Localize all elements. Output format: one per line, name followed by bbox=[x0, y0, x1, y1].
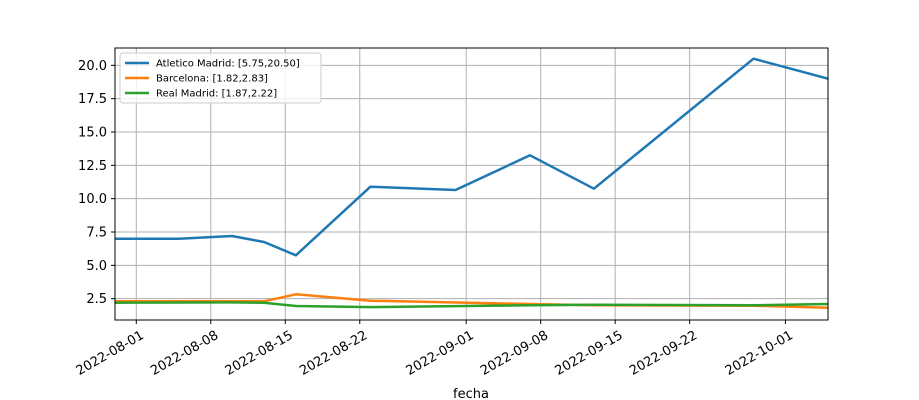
series-lines bbox=[115, 57, 828, 309]
y-tick-label: 15.0 bbox=[78, 126, 107, 141]
y-tick-label: 12.5 bbox=[78, 159, 107, 174]
legend-entry: Atletico Madrid: [5.75,20.50] bbox=[156, 59, 300, 70]
y-tick-label: 2.5 bbox=[86, 292, 107, 307]
legend-entry: Barcelona: [1.82,2.83] bbox=[156, 74, 268, 85]
y-tick-label: 10.0 bbox=[78, 192, 107, 207]
plot-frame bbox=[114, 47, 829, 321]
y-axis: 2.5 5.0 7.5 10.0 12.5 15.0 17.5 20.0 bbox=[78, 59, 115, 307]
series-line-0 bbox=[115, 57, 828, 257]
y-tick-label: 5.0 bbox=[86, 259, 107, 274]
y-tick-label: 17.5 bbox=[78, 92, 107, 107]
y-tick-label: 20.0 bbox=[78, 59, 107, 74]
x-axis-label: fecha bbox=[453, 387, 489, 400]
y-tick-label: 7.5 bbox=[86, 226, 107, 241]
legend-entry: Real Madrid: [1.87,2.22] bbox=[156, 89, 277, 100]
series-line-2 bbox=[115, 301, 828, 309]
legend: Atletico Madrid: [5.75,20.50] Barcelona: … bbox=[119, 52, 322, 104]
legend-box bbox=[119, 52, 322, 104]
